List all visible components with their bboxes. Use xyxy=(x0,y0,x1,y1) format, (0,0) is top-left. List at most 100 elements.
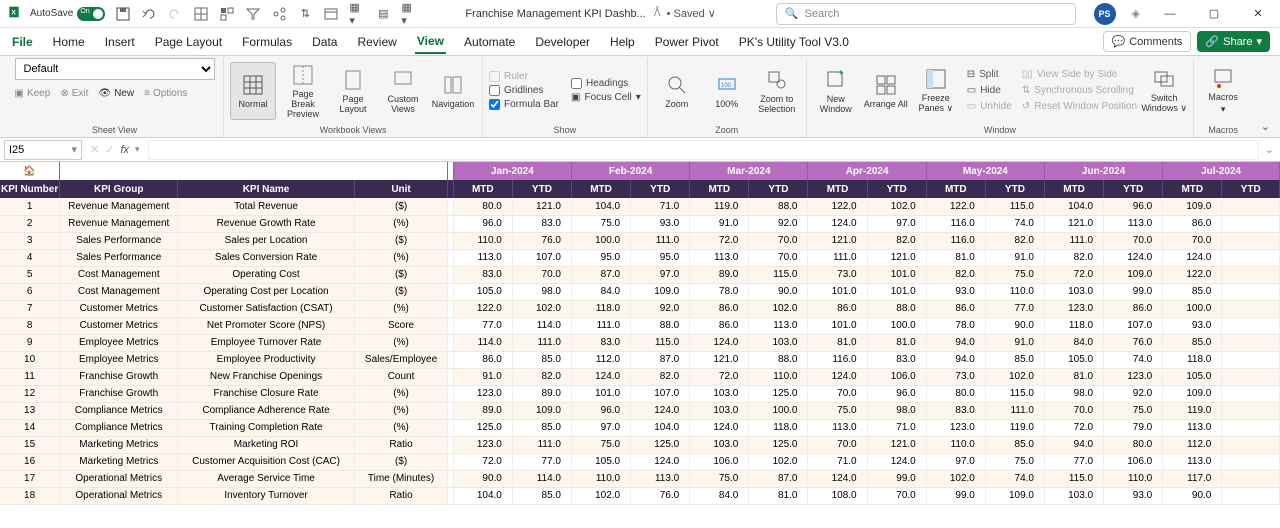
cell-value[interactable]: 72.0 xyxy=(690,368,749,385)
cell-value[interactable]: 85.0 xyxy=(1163,334,1222,351)
cell-value[interactable]: 103.0 xyxy=(690,402,749,419)
cell-value[interactable] xyxy=(1222,283,1280,300)
cell-unit[interactable]: Ratio xyxy=(354,487,447,504)
cell-kpi-number[interactable]: 7 xyxy=(0,300,60,317)
cell-kpi-name[interactable]: Operating Cost per Location xyxy=(178,283,355,300)
cell-value[interactable]: 99.0 xyxy=(867,470,926,487)
cell-value[interactable]: 93.0 xyxy=(1104,487,1163,504)
cell-kpi-number[interactable]: 6 xyxy=(0,283,60,300)
cell-value[interactable]: 91.0 xyxy=(453,368,512,385)
tab-data[interactable]: Data xyxy=(310,31,339,53)
cell-value[interactable]: 119.0 xyxy=(985,419,1044,436)
cell-kpi-name[interactable]: Total Revenue xyxy=(178,198,355,215)
fx-icon[interactable]: fx xyxy=(120,144,129,156)
cell-value[interactable]: 111.0 xyxy=(985,402,1044,419)
col-mtd[interactable]: MTD xyxy=(1163,180,1222,198)
cell-kpi-group[interactable]: Employee Metrics xyxy=(60,334,178,351)
cell-value[interactable]: 96.0 xyxy=(571,402,630,419)
cell-value[interactable]: 103.0 xyxy=(690,385,749,402)
cell-kpi-name[interactable]: Average Service Time xyxy=(178,470,355,487)
cell-value[interactable]: 71.0 xyxy=(631,198,690,215)
cell-value[interactable]: 118.0 xyxy=(571,300,630,317)
cell-value[interactable]: 106.0 xyxy=(1104,453,1163,470)
cell-value[interactable]: 100.0 xyxy=(867,317,926,334)
enter-formula-icon[interactable]: ✓ xyxy=(105,143,114,156)
close-icon[interactable]: ✕ xyxy=(1244,3,1272,25)
cell-value[interactable] xyxy=(1222,232,1280,249)
cell-unit[interactable]: ($) xyxy=(354,232,447,249)
save-icon[interactable] xyxy=(115,6,131,22)
cell-value[interactable]: 98.0 xyxy=(1044,385,1103,402)
col-unit[interactable]: Unit xyxy=(354,180,447,198)
cell-kpi-name[interactable]: Operating Cost xyxy=(178,266,355,283)
cell-value[interactable]: 124.0 xyxy=(631,453,690,470)
format-icon[interactable]: ▤ xyxy=(375,6,391,22)
cell-value[interactable]: 102.0 xyxy=(867,198,926,215)
cancel-formula-icon[interactable]: ✕ xyxy=(90,143,99,156)
cell-value[interactable]: 110.0 xyxy=(985,283,1044,300)
cell-value[interactable]: 77.0 xyxy=(985,300,1044,317)
cell-value[interactable]: 90.0 xyxy=(453,470,512,487)
cell-value[interactable]: 113.0 xyxy=(749,317,808,334)
cell-unit[interactable]: ($) xyxy=(354,198,447,215)
cell-value[interactable]: 93.0 xyxy=(926,283,985,300)
cell-value[interactable]: 95.0 xyxy=(571,249,630,266)
cell-value[interactable]: 96.0 xyxy=(453,215,512,232)
cell-value[interactable]: 99.0 xyxy=(926,487,985,504)
col-kpi-name[interactable]: KPI Name xyxy=(178,180,355,198)
cell-value[interactable]: 92.0 xyxy=(749,215,808,232)
cell-kpi-name[interactable]: Customer Satisfaction (CSAT) xyxy=(178,300,355,317)
cell-value[interactable]: 102.0 xyxy=(749,300,808,317)
minimize-icon[interactable]: — xyxy=(1156,3,1184,25)
normal-view-button[interactable]: Normal xyxy=(230,62,276,120)
cell-value[interactable]: 82.0 xyxy=(631,368,690,385)
cell-value[interactable]: 113.0 xyxy=(808,419,867,436)
cell-value[interactable]: 82.0 xyxy=(1044,249,1103,266)
cell-kpi-name[interactable]: Training Completion Rate xyxy=(178,419,355,436)
pivot-icon[interactable] xyxy=(219,6,235,22)
cell-value[interactable]: 102.0 xyxy=(926,470,985,487)
cell-value[interactable]: 81.0 xyxy=(1044,368,1103,385)
cell-value[interactable] xyxy=(1222,453,1280,470)
cell-value[interactable]: 79.0 xyxy=(1104,419,1163,436)
cell-value[interactable]: 85.0 xyxy=(512,419,571,436)
cell-value[interactable]: 98.0 xyxy=(512,283,571,300)
cell-value[interactable]: 101.0 xyxy=(867,266,926,283)
cell-kpi-group[interactable]: Marketing Metrics xyxy=(60,436,178,453)
cell-kpi-group[interactable]: Customer Metrics xyxy=(60,300,178,317)
cell-kpi-number[interactable]: 16 xyxy=(0,453,60,470)
cell-value[interactable]: 109.0 xyxy=(1163,385,1222,402)
cell-kpi-number[interactable]: 14 xyxy=(0,419,60,436)
cell-unit[interactable]: Count xyxy=(354,368,447,385)
cell-value[interactable]: 118.0 xyxy=(1044,317,1103,334)
undo-icon[interactable] xyxy=(141,6,157,22)
cell-kpi-name[interactable]: Net Promoter Score (NPS) xyxy=(178,317,355,334)
cell-value[interactable]: 70.0 xyxy=(808,436,867,453)
cell-value[interactable] xyxy=(1222,487,1280,504)
cell-value[interactable]: 75.0 xyxy=(571,436,630,453)
cell-value[interactable]: 86.0 xyxy=(808,300,867,317)
cell-value[interactable]: 103.0 xyxy=(1044,487,1103,504)
cell-value[interactable]: 116.0 xyxy=(808,351,867,368)
cell-value[interactable]: 107.0 xyxy=(1104,317,1163,334)
cell-value[interactable] xyxy=(1222,470,1280,487)
cell-kpi-group[interactable]: Sales Performance xyxy=(60,232,178,249)
cell-value[interactable]: 117.0 xyxy=(1163,470,1222,487)
cell-value[interactable]: 123.0 xyxy=(926,419,985,436)
cell-value[interactable]: 108.0 xyxy=(808,487,867,504)
tab-home[interactable]: Home xyxy=(51,31,87,53)
cell-value[interactable]: 86.0 xyxy=(453,351,512,368)
cell-kpi-number[interactable]: 12 xyxy=(0,385,60,402)
cell-value[interactable]: 115.0 xyxy=(985,385,1044,402)
cell-value[interactable]: 125.0 xyxy=(749,436,808,453)
split-button[interactable]: ⊟ Split xyxy=(967,68,1012,81)
cell-value[interactable]: 100.0 xyxy=(1163,300,1222,317)
cell-value[interactable]: 102.0 xyxy=(512,300,571,317)
cell-kpi-name[interactable]: Sales Conversion Rate xyxy=(178,249,355,266)
cell-kpi-group[interactable]: Customer Metrics xyxy=(60,317,178,334)
sheet-area[interactable]: 🏠Jan-2024Feb-2024Mar-2024Apr-2024May-202… xyxy=(0,162,1280,524)
view-side-button[interactable]: ▯▯ View Side by Side xyxy=(1022,68,1137,81)
cells-icon[interactable]: ▦ ▾ xyxy=(349,6,365,22)
sort-icon[interactable]: ⇅ xyxy=(297,6,313,22)
cell-kpi-number[interactable]: 15 xyxy=(0,436,60,453)
